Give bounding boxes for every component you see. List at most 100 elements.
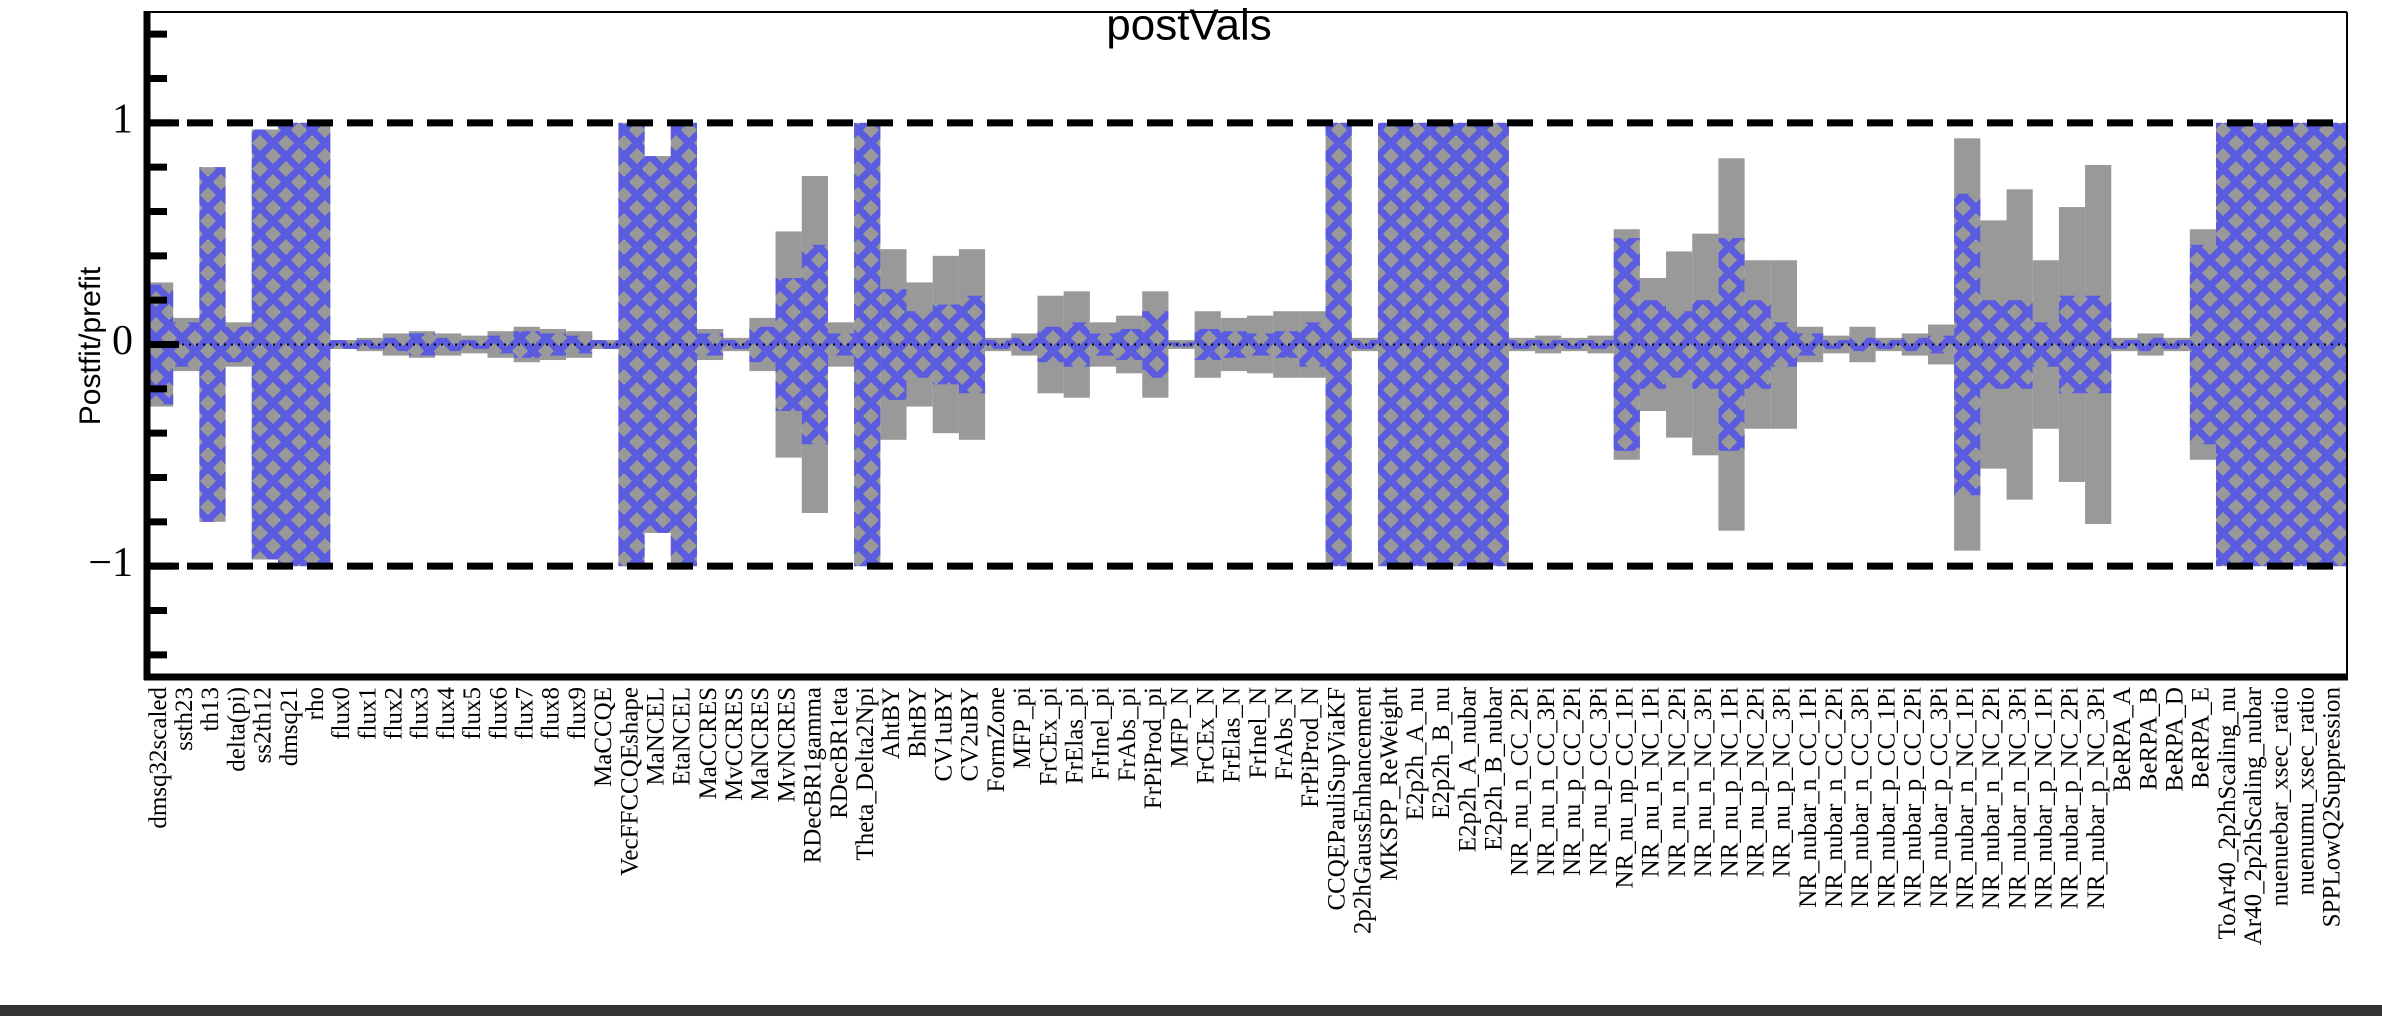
error-band (1482, 122, 1509, 567)
x-tick-label: MaCCRES (695, 687, 722, 800)
x-tick-label: NR_nubar_p_NC_1Pi (2031, 687, 2058, 909)
x-tick-label: NR_nubar_p_CC_1Pi (1873, 687, 1900, 908)
x-tick-label: delta(pi) (223, 687, 250, 772)
error-band (566, 335, 593, 354)
error-band (1927, 335, 1955, 354)
x-tick-label: MaNCEL (642, 687, 669, 786)
x-tick-label: NR_nubar_p_NC_2Pi (2057, 687, 2084, 909)
x-tick-label: BeRPA_D (2161, 687, 2188, 792)
x-tick-label: RDecBR1gamma (800, 687, 827, 863)
x-tick-label: th13 (197, 687, 224, 731)
x-tick-label: MaCCQE (590, 687, 617, 787)
x-tick-label: dmsq21 (276, 687, 303, 766)
chart-title: postVals (1106, 1, 1272, 50)
x-tick-label: SPPLowQ2Suppression (2319, 687, 2346, 928)
x-tick-label: CCQEPauliSupViaKF (1323, 687, 1350, 911)
x-tick-label: FrAbs_N (1271, 687, 1298, 780)
x-tick-label: NR_nu_n_CC_2Pi (1507, 687, 1534, 876)
x-tick-label: FrInel_pi (1088, 687, 1115, 780)
x-tick-label: BeRPA_E (2188, 687, 2215, 789)
x-tick-label: NR_nubar_n_CC_2Pi (1821, 687, 1848, 908)
x-tick-label: EtaNCEL (669, 687, 696, 786)
x-tick-label: MFP_N (1166, 687, 1193, 768)
x-tick-label: MFP_pi (1009, 687, 1036, 769)
error-band (1377, 122, 1405, 567)
error-band (1875, 340, 1902, 349)
error-band (1823, 340, 1850, 349)
x-tick-label: rho (302, 687, 329, 720)
error-band (775, 278, 802, 411)
x-tick-label: flux4 (433, 687, 460, 740)
x-tick-label: MaNCRES (747, 687, 774, 801)
x-tick-label: NR_nubar_p_CC_3Pi (1926, 687, 1953, 908)
error-band (382, 337, 409, 352)
x-tick-label: NR_nubar_p_CC_2Pi (1900, 687, 1927, 908)
x-tick-label: dmsq32scaled (145, 687, 172, 829)
x-tick-label: BeRPA_B (2135, 687, 2162, 790)
x-tick-label: BhtBY (904, 687, 931, 758)
x-tick-label: flux7 (511, 687, 538, 740)
x-tick-label: FrCEx_pi (1035, 687, 1062, 786)
x-tick-label: FrPiProd_pi (1140, 687, 1167, 809)
error-band (1011, 337, 1038, 352)
x-tick-label: flux6 (485, 687, 512, 740)
error-band (2111, 340, 2138, 349)
x-tick-label: NR_nubar_n_CC_3Pi (1847, 687, 1874, 908)
x-tick-label: FrAbs_pi (1114, 687, 1141, 782)
error-band (487, 335, 514, 354)
error-band (1692, 300, 1719, 389)
x-tick-label: flux8 (538, 687, 565, 740)
x-tick-label: flux3 (407, 687, 434, 740)
x-tick-label: NR_nubar_p_NC_3Pi (2083, 687, 2110, 909)
error-band (2189, 244, 2217, 445)
error-band (1797, 333, 1824, 356)
x-tick-label: MKSPP_ReWeight (1376, 687, 1403, 881)
error-band (1168, 342, 1195, 347)
error-band (2085, 295, 2112, 394)
x-tick-label: NR_nubar_n_NC_2Pi (1978, 687, 2005, 909)
x-tick-label: NR_nu_p_NC_1Pi (1716, 687, 1743, 877)
x-tick-label: FrElas_N (1219, 687, 1246, 783)
x-tick-label: NR_nu_p_CC_2Pi (1559, 687, 1586, 876)
x-tick-label: flux2 (381, 687, 408, 740)
x-tick-label: ss2th12 (250, 687, 277, 763)
x-tick-label: AhtBY (878, 687, 905, 759)
x-tick-label: CV1uBY (931, 687, 958, 781)
x-tick-label: 2p2hGaussEnhancement (1350, 687, 1377, 934)
x-tick-label: FrElas_pi (1061, 687, 1088, 784)
error-band (1508, 340, 1536, 349)
x-tick-label: E2p2h_A_nu (1402, 687, 1429, 821)
x-tick-label: VecFFCCQEshape (616, 687, 643, 876)
x-tick-label: MvNCRES (773, 687, 800, 802)
plot-area (147, 119, 2347, 570)
error-band (880, 289, 907, 400)
x-tick-label: nuenumu_xsec_ratio (2292, 687, 2319, 895)
x-tick-label: NR_nu_n_NC_3Pi (1690, 687, 1717, 877)
x-tick-label: NR_nu_p_CC_3Pi (1585, 687, 1612, 876)
x-tick-label: NR_nubar_n_NC_3Pi (2004, 687, 2031, 909)
error-band (1901, 337, 1928, 352)
axes: −1 0 1 (88, 11, 2348, 681)
x-tick-label: FrPiProd_N (1297, 687, 1324, 808)
x-tick-label: CV2uBY (957, 687, 984, 781)
error-band (592, 340, 619, 349)
error-band (985, 340, 1012, 349)
x-tick-label: FormZone (983, 687, 1010, 793)
x-tick-label: E2p2h_B_nu (1428, 687, 1455, 819)
x-tick-label: flux9 (564, 687, 591, 740)
error-band (1587, 340, 1614, 349)
x-tick-label: E2p2h_B_nubar (1481, 686, 1508, 851)
x-tick-label: RDecBR1eta (826, 687, 853, 819)
y-tick-label: −1 (88, 540, 133, 586)
error-band (461, 340, 488, 349)
x-tick-label: ToAr40_2p2hScaling_nu (2214, 687, 2241, 940)
error-band (670, 122, 697, 567)
status-bar (0, 1005, 2382, 1016)
error-band (277, 122, 305, 567)
error-band (1351, 340, 1378, 349)
x-tick-label: NR_nubar_n_NC_1Pi (1952, 687, 1979, 909)
x-tick-label: Ar40_2p2hScaling_nubar (2240, 686, 2267, 945)
x-tick-label: flux0 (328, 687, 355, 740)
